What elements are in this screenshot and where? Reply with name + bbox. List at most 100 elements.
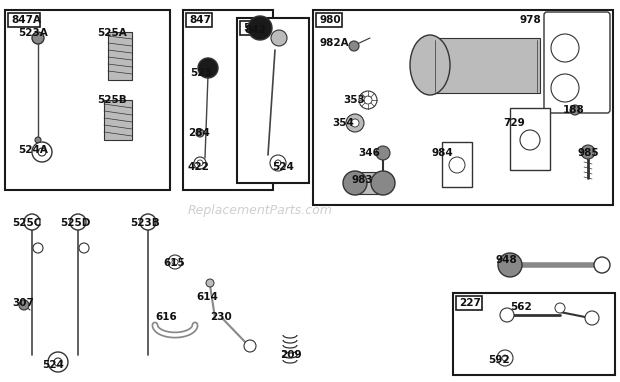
Circle shape — [498, 253, 522, 277]
Text: 525D: 525D — [60, 218, 91, 228]
Text: 209: 209 — [280, 350, 301, 360]
Bar — [186, 13, 211, 27]
Circle shape — [570, 105, 580, 115]
Bar — [313, 10, 613, 205]
Text: 616: 616 — [155, 312, 177, 322]
Text: 614: 614 — [196, 292, 218, 302]
Circle shape — [555, 303, 565, 313]
Text: 592: 592 — [488, 355, 510, 365]
Bar — [456, 296, 482, 310]
Circle shape — [70, 214, 86, 230]
Circle shape — [346, 114, 364, 132]
Text: 284: 284 — [188, 128, 210, 138]
Circle shape — [35, 137, 41, 143]
Circle shape — [349, 41, 359, 51]
Bar — [5, 10, 170, 190]
Text: 524A: 524A — [18, 145, 48, 155]
Circle shape — [244, 340, 256, 352]
Text: 847A: 847A — [11, 15, 41, 25]
Circle shape — [497, 350, 513, 366]
Bar — [240, 21, 265, 35]
Text: 523B: 523B — [130, 218, 160, 228]
Circle shape — [172, 259, 178, 265]
Text: 983: 983 — [352, 175, 374, 185]
Text: 188: 188 — [563, 105, 585, 115]
Bar — [8, 13, 40, 27]
Circle shape — [79, 243, 89, 253]
Circle shape — [48, 352, 68, 372]
Circle shape — [359, 91, 377, 109]
Text: 524: 524 — [272, 162, 294, 172]
Circle shape — [196, 129, 204, 137]
Circle shape — [551, 34, 579, 62]
Circle shape — [38, 148, 46, 156]
Text: 525A: 525A — [97, 28, 126, 38]
Circle shape — [371, 171, 395, 195]
Text: 353: 353 — [343, 95, 365, 105]
Text: 984: 984 — [432, 148, 454, 158]
Circle shape — [502, 355, 508, 361]
Text: 524: 524 — [42, 360, 64, 370]
Circle shape — [54, 358, 62, 366]
Bar — [355, 172, 383, 194]
Circle shape — [194, 157, 206, 169]
Text: 842: 842 — [244, 25, 266, 35]
Circle shape — [376, 146, 390, 160]
Ellipse shape — [410, 35, 450, 95]
Bar — [453, 293, 615, 375]
Circle shape — [19, 300, 29, 310]
Bar — [442, 142, 472, 187]
FancyBboxPatch shape — [544, 12, 610, 113]
Circle shape — [500, 308, 514, 322]
Text: 978: 978 — [520, 15, 542, 25]
Bar — [237, 18, 309, 183]
Text: 847: 847 — [189, 15, 211, 25]
Bar — [183, 10, 273, 190]
Circle shape — [271, 30, 287, 46]
Circle shape — [270, 155, 286, 171]
Circle shape — [248, 16, 272, 40]
Text: 346: 346 — [358, 148, 380, 158]
Text: 729: 729 — [503, 118, 525, 128]
Text: 523: 523 — [190, 68, 212, 78]
Circle shape — [275, 160, 281, 166]
Text: 422: 422 — [188, 162, 210, 172]
Text: 230: 230 — [210, 312, 232, 322]
Text: 562: 562 — [510, 302, 532, 312]
Circle shape — [594, 257, 610, 273]
Bar — [108, 32, 132, 80]
Circle shape — [520, 130, 540, 150]
Text: ReplacementParts.com: ReplacementParts.com — [188, 204, 333, 217]
Bar — [104, 100, 132, 140]
Text: 227: 227 — [459, 298, 481, 308]
Circle shape — [197, 160, 203, 166]
Circle shape — [24, 214, 40, 230]
Text: 525: 525 — [243, 23, 265, 33]
Circle shape — [364, 96, 372, 104]
Bar — [430, 38, 540, 93]
Text: 525B: 525B — [97, 95, 126, 105]
Circle shape — [343, 171, 367, 195]
Text: 307: 307 — [12, 298, 34, 308]
Text: 354: 354 — [332, 118, 354, 128]
Bar — [510, 108, 550, 170]
Text: 948: 948 — [495, 255, 516, 265]
Text: 982A: 982A — [320, 38, 350, 48]
Circle shape — [33, 243, 43, 253]
Circle shape — [581, 145, 595, 159]
Text: 980: 980 — [319, 15, 340, 25]
Text: 525C: 525C — [12, 218, 42, 228]
Circle shape — [32, 142, 52, 162]
Circle shape — [140, 214, 156, 230]
Text: 615: 615 — [163, 258, 185, 268]
Circle shape — [206, 279, 214, 287]
Bar — [316, 13, 342, 27]
Circle shape — [551, 74, 579, 102]
Circle shape — [168, 255, 182, 269]
Circle shape — [351, 119, 359, 127]
Circle shape — [32, 32, 44, 44]
Circle shape — [198, 58, 218, 78]
Text: 985: 985 — [578, 148, 600, 158]
Circle shape — [585, 311, 599, 325]
Circle shape — [449, 157, 465, 173]
